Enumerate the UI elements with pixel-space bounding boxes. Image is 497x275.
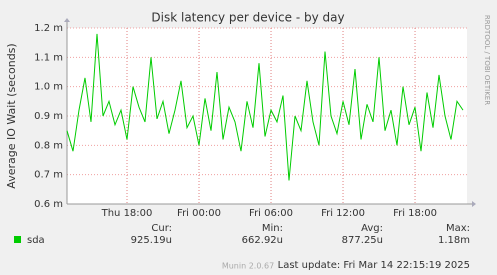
stat-value: 877.25u xyxy=(342,235,383,246)
legend-label: sda xyxy=(27,235,45,246)
x-arrow xyxy=(472,201,476,207)
side-text: RRDTOOL / TOBI OETIKER xyxy=(483,15,491,105)
stat-value: 925.19u xyxy=(131,235,172,246)
y-tick-label: 1.2 m xyxy=(34,23,63,34)
y-axis-label: Average IO Wait (seconds) xyxy=(5,43,18,188)
y-tick-label: 1.1 m xyxy=(34,52,63,63)
x-tick-label: Fri 18:00 xyxy=(393,208,437,219)
y-tick-label: 1.0 m xyxy=(34,82,63,93)
x-tick-label: Fri 00:00 xyxy=(177,208,221,219)
stat-header: Cur: xyxy=(151,223,172,234)
stat-header: Max: xyxy=(446,223,470,234)
last-update: Last update: Fri Mar 14 22:15:19 2025 xyxy=(278,260,470,271)
chart-title: Disk latency per device - by day xyxy=(151,11,344,25)
data-line xyxy=(66,33,464,181)
stat-header: Avg: xyxy=(361,223,383,234)
y-arrow xyxy=(64,18,70,22)
y-tick-label: 0.8 m xyxy=(34,140,63,151)
stat-value: 662.92u xyxy=(242,235,283,246)
y-tick-label: 0.9 m xyxy=(34,111,63,122)
x-tick-label: Thu 18:00 xyxy=(101,208,153,219)
footer: Munin 2.0.67 xyxy=(222,262,274,271)
y-tick-label: 0.6 m xyxy=(34,199,63,210)
legend-swatch xyxy=(14,236,21,243)
x-tick-label: Fri 06:00 xyxy=(249,208,293,219)
stat-header: Min: xyxy=(262,223,283,234)
stat-value: 1.18m xyxy=(438,235,470,246)
x-tick-label: Fri 12:00 xyxy=(321,208,365,219)
y-tick-label: 0.7 m xyxy=(34,170,63,181)
